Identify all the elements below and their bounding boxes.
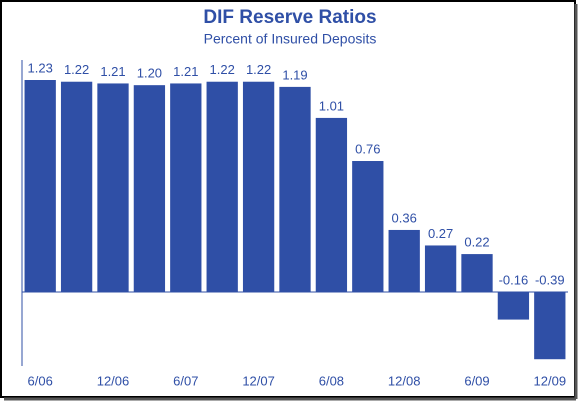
x-tick-label: 6/08 <box>319 373 344 388</box>
bar <box>497 292 530 320</box>
bar <box>206 81 238 293</box>
bar <box>170 83 202 293</box>
x-tick-label: 6/09 <box>464 373 489 388</box>
bar <box>534 292 566 360</box>
bar <box>315 117 348 292</box>
data-label: 0.76 <box>355 141 380 156</box>
x-tick-label: 12/07 <box>242 373 275 388</box>
bar <box>424 245 457 292</box>
bar <box>352 161 384 292</box>
data-label: 1.21 <box>173 64 198 79</box>
data-label: 1.19 <box>282 67 307 82</box>
data-label: 1.22 <box>64 62 89 77</box>
data-label: 0.36 <box>392 210 417 225</box>
data-label: 1.21 <box>100 64 125 79</box>
chart-subtitle: Percent of Insured Deposits <box>204 31 377 47</box>
data-label: 1.23 <box>28 60 53 75</box>
x-tick-label: 12/06 <box>97 373 130 388</box>
data-label: 0.22 <box>464 235 489 250</box>
data-label: 0.27 <box>428 226 453 241</box>
x-tick-label: 6/06 <box>28 373 53 388</box>
bar <box>133 85 166 292</box>
chart-title: DIF Reserve Ratios <box>203 7 376 28</box>
data-label: 1.22 <box>246 62 271 77</box>
data-label: 1.01 <box>319 98 344 113</box>
bar <box>97 83 129 293</box>
bar <box>242 81 275 293</box>
bar <box>60 81 93 293</box>
bar <box>24 80 56 292</box>
bar <box>279 86 311 292</box>
data-label: 1.20 <box>137 66 162 81</box>
data-label: 1.22 <box>210 62 235 77</box>
x-tick-label: 12/08 <box>388 373 421 388</box>
data-label: -0.16 <box>499 272 529 287</box>
bar <box>461 254 493 292</box>
data-label: -0.39 <box>535 272 565 287</box>
x-tick-label: 6/07 <box>173 373 198 388</box>
x-tick-label: 12/09 <box>534 373 567 388</box>
bar <box>388 229 420 292</box>
